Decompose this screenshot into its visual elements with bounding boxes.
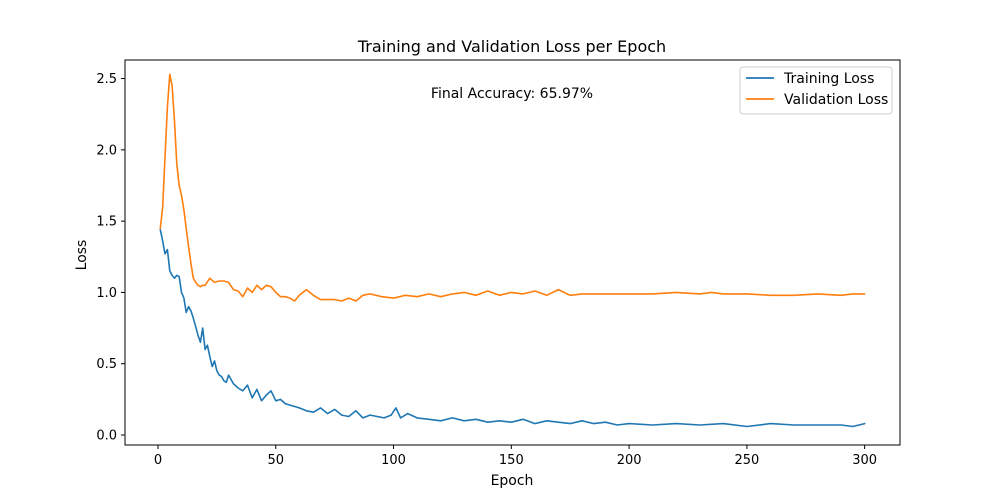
x-tick-label: 250: [734, 453, 759, 468]
y-tick-label: 1.0: [96, 286, 117, 301]
y-tick-label: 2.5: [96, 72, 117, 87]
axes-frame: [124, 59, 901, 446]
y-tick-label: 1.5: [96, 215, 117, 230]
series-line-validation-loss: [159, 73, 866, 302]
x-tick-label: 150: [499, 453, 524, 468]
x-tick-label: 50: [267, 453, 284, 468]
x-tick-label: 300: [852, 453, 877, 468]
x-tick-label: 0: [154, 453, 162, 468]
plot-area: 0 50 100 150 200 250 300 0.0 0.5 1.0 1.5 2.0 2.5: [96, 59, 901, 468]
legend: Training Loss Validation Loss: [739, 66, 893, 115]
x-tick-label: 200: [617, 453, 642, 468]
accuracy-annotation: Final Accuracy: 65.97%: [431, 86, 593, 102]
y-tick-label: 0.0: [96, 429, 117, 444]
x-tick-label: 100: [381, 453, 406, 468]
x-axis-label: Epoch: [491, 473, 534, 489]
legend-label: Training Loss: [783, 71, 874, 87]
legend-box: [739, 66, 893, 115]
chart-title: Training and Validation Loss per Epoch: [357, 37, 666, 56]
legend-label: Validation Loss: [784, 92, 888, 108]
series-line-training-loss: [159, 228, 866, 428]
y-tick-label: 0.5: [96, 357, 117, 372]
y-axis-label: Loss: [74, 240, 90, 271]
y-tick-label: 2.0: [96, 143, 117, 158]
